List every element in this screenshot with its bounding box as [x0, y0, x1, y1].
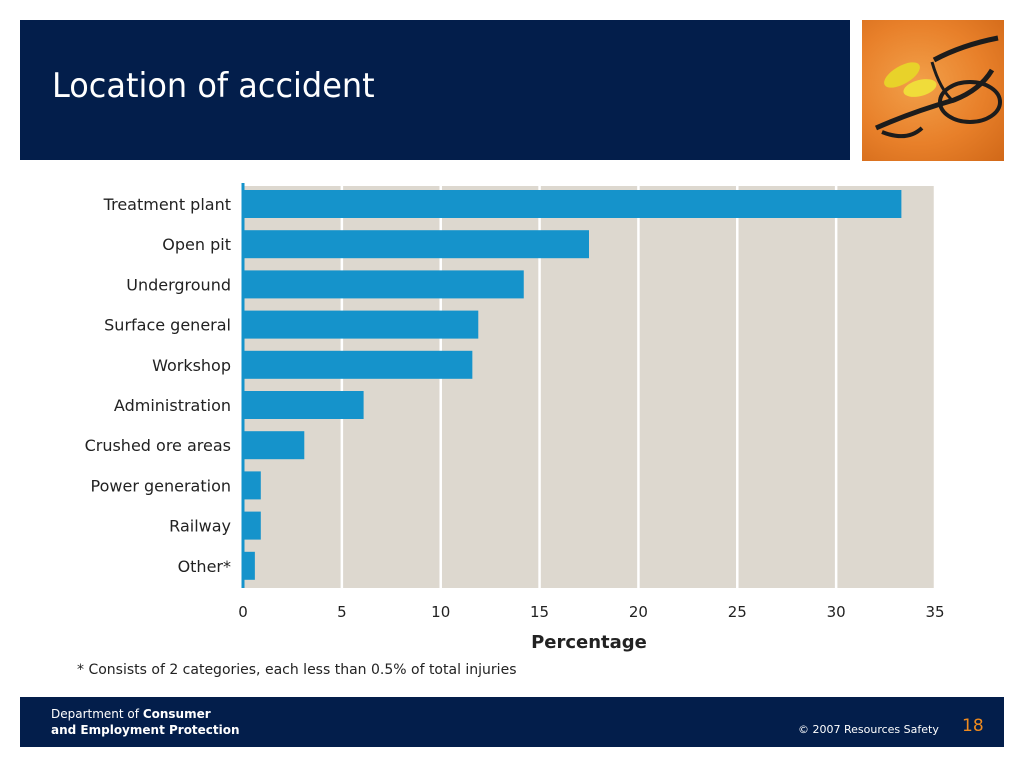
bar-surface-general [243, 310, 479, 339]
x-tick-label-35: 35 [925, 603, 944, 621]
x-tick-label-20: 20 [629, 603, 648, 621]
x-tick-label-0: 0 [238, 603, 248, 621]
bar-railway [243, 511, 261, 540]
bar-crushed-ore-areas [243, 431, 305, 460]
slide-title: Location of accident [52, 66, 375, 106]
bar-administration [243, 391, 364, 419]
x-tick-label-5: 5 [337, 603, 347, 621]
category-label-workshop: Workshop [152, 356, 231, 375]
footer-bar: Department of Consumer and Employment Pr… [20, 697, 1004, 747]
category-label-underground: Underground [126, 275, 231, 294]
safety-glasses-photo [862, 20, 1004, 161]
bar-workshop [243, 350, 473, 379]
category-label-crushed-ore-areas: Crushed ore areas [85, 436, 231, 455]
x-axis-title: Percentage [531, 632, 647, 653]
department-prefix: Department of [51, 707, 143, 721]
category-label-power-generation: Power generation [91, 476, 231, 495]
department-name-line-1: Consumer [142, 707, 211, 721]
bar-treatment-plant [243, 190, 902, 218]
x-tick-label-25: 25 [728, 603, 747, 621]
title-bar [20, 20, 850, 160]
bar-power-generation [243, 471, 261, 500]
category-label-open-pit: Open pit [162, 235, 231, 254]
x-tick-label-30: 30 [827, 603, 846, 621]
category-label-other: Other* [178, 557, 231, 576]
bar-underground [243, 270, 524, 299]
page-number: 18 [962, 716, 984, 736]
copyright-notice: © 2007 Resources Safety [798, 723, 939, 736]
x-tick-label-15: 15 [530, 603, 549, 621]
bar-other [243, 551, 255, 580]
x-tick-label-10: 10 [431, 603, 450, 621]
department-name-line-2: and Employment Protection [51, 723, 240, 737]
category-label-surface-general: Surface general [104, 316, 231, 335]
category-label-treatment-plant: Treatment plant [103, 195, 231, 214]
bar-open-pit [243, 230, 589, 259]
category-label-administration: Administration [114, 396, 231, 415]
category-label-railway: Railway [169, 517, 231, 536]
department-name: Department of Consumer and Employment Pr… [51, 706, 240, 738]
chart-footnote: * Consists of 2 categories, each less th… [77, 662, 517, 678]
